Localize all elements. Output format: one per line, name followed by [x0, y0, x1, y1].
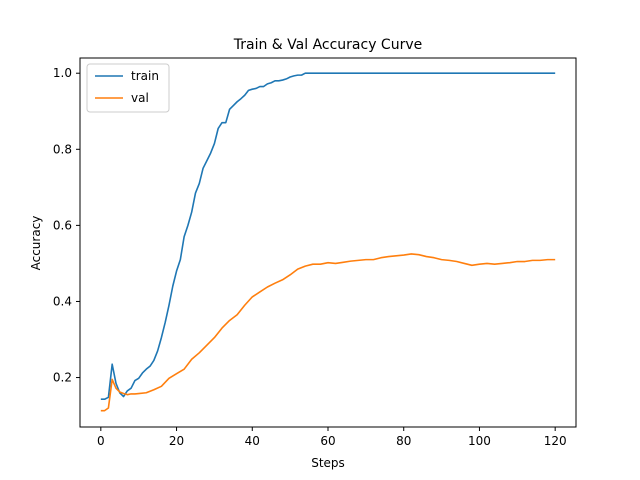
chart-title: Train & Val Accuracy Curve: [233, 37, 423, 53]
y-tick-label: 0.4: [53, 294, 72, 308]
x-axis-ticks: 0 20 40 60 80 100 120: [97, 427, 567, 448]
y-tick-label: 1.0: [53, 66, 72, 80]
legend-label-val: val: [131, 91, 149, 105]
series-line-train: [100, 72, 556, 401]
x-tick-label: 80: [396, 434, 411, 448]
y-tick-label: 0.2: [53, 371, 72, 385]
y-tick-label: 0.6: [53, 218, 72, 232]
x-tick-label: 20: [169, 434, 184, 448]
x-tick-label: 40: [245, 434, 260, 448]
y-tick-label: 0.8: [53, 142, 72, 156]
x-tick-label: 60: [320, 434, 335, 448]
y-axis-ticks: 0.2 0.4 0.6 0.8 1.0: [53, 66, 80, 385]
series-line-val: [100, 253, 556, 412]
legend: train val: [86, 63, 170, 113]
x-axis-label: Steps: [311, 456, 345, 470]
legend-label-train: train: [131, 69, 159, 83]
series-lines: [100, 72, 556, 412]
y-axis-label: Accuracy: [29, 216, 43, 271]
x-tick-label: 0: [97, 434, 105, 448]
x-tick-label: 100: [468, 434, 491, 448]
x-tick-label: 120: [544, 434, 567, 448]
